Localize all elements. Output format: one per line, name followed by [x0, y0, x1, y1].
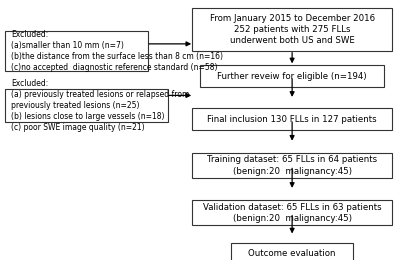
Text: Further reveiw for eligible (n=194): Further reveiw for eligible (n=194)	[217, 72, 367, 80]
Text: Outcome evaluation: Outcome evaluation	[248, 249, 336, 258]
FancyBboxPatch shape	[192, 200, 392, 225]
Text: Excluded:
(a)smaller than 10 mm (n=7)
(b)the distance from the surface less than: Excluded: (a)smaller than 10 mm (n=7) (b…	[11, 30, 223, 72]
FancyBboxPatch shape	[192, 108, 392, 130]
FancyBboxPatch shape	[192, 153, 392, 178]
FancyBboxPatch shape	[200, 65, 384, 87]
FancyBboxPatch shape	[192, 8, 392, 51]
Text: Training dataset: 65 FLLs in 64 patients
(benign:20  malignancy:45): Training dataset: 65 FLLs in 64 patients…	[207, 155, 377, 176]
FancyBboxPatch shape	[5, 31, 148, 71]
Text: From January 2015 to December 2016
252 patients with 275 FLLs
underwent both US : From January 2015 to December 2016 252 p…	[210, 14, 375, 45]
Text: Excluded:
(a) previously treated lesions or relapsed from
previously treated les: Excluded: (a) previously treated lesions…	[11, 79, 189, 133]
FancyBboxPatch shape	[231, 244, 353, 263]
Text: Validation dataset: 65 FLLs in 63 patients
(benign:20  malignancy:45): Validation dataset: 65 FLLs in 63 patien…	[203, 203, 382, 223]
FancyBboxPatch shape	[5, 89, 168, 123]
Text: Final inclusion 130 FLLs in 127 patients: Final inclusion 130 FLLs in 127 patients	[207, 115, 377, 124]
